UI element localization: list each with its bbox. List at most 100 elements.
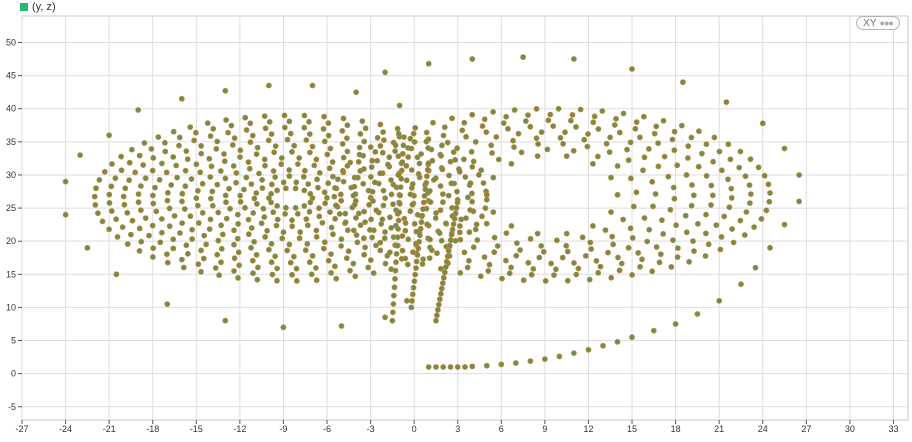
data-point <box>702 253 709 259</box>
data-point <box>411 278 418 285</box>
data-point <box>730 239 737 246</box>
data-point <box>682 212 689 219</box>
data-point <box>523 118 529 124</box>
data-point <box>514 240 520 246</box>
data-point <box>796 198 802 205</box>
data-point <box>370 198 376 204</box>
data-point <box>671 128 678 135</box>
data-point <box>222 175 229 182</box>
data-point <box>560 140 566 147</box>
data-point <box>382 229 388 235</box>
data-point <box>395 225 401 232</box>
data-point <box>382 314 388 321</box>
data-point <box>136 225 143 232</box>
data-point <box>579 234 586 241</box>
data-point <box>448 231 455 238</box>
data-point <box>234 211 241 218</box>
data-point <box>437 183 444 189</box>
data-point <box>528 271 535 278</box>
data-point <box>289 271 295 278</box>
data-point <box>149 192 156 199</box>
data-point <box>716 297 723 304</box>
data-point <box>503 230 510 236</box>
data-point <box>135 199 142 206</box>
data-point <box>251 195 258 202</box>
data-point <box>386 154 393 161</box>
data-point <box>250 210 257 216</box>
data-point <box>216 272 222 279</box>
data-point <box>439 191 446 197</box>
data-point <box>199 180 206 187</box>
data-point <box>361 208 367 215</box>
data-point <box>388 177 394 183</box>
data-point <box>326 165 333 172</box>
data-point <box>469 363 476 370</box>
data-point <box>718 233 725 240</box>
data-point <box>470 208 477 215</box>
data-point <box>237 198 244 205</box>
data-point <box>321 113 327 120</box>
data-point <box>237 154 243 160</box>
data-point <box>338 323 345 329</box>
data-point <box>367 173 374 180</box>
data-point <box>279 235 286 242</box>
x-tick-label: 3 <box>455 424 460 434</box>
data-point <box>178 95 185 102</box>
data-point <box>761 172 768 179</box>
data-point <box>353 214 359 221</box>
data-point <box>439 199 446 206</box>
data-point <box>674 254 681 260</box>
data-point <box>222 87 229 94</box>
data-point <box>413 265 419 271</box>
data-point <box>571 350 577 356</box>
data-point <box>284 136 291 143</box>
data-point <box>530 265 537 272</box>
data-point <box>394 234 401 241</box>
data-point <box>332 184 338 191</box>
data-point <box>610 241 616 248</box>
data-point <box>112 175 119 182</box>
data-point <box>570 147 577 154</box>
data-point <box>595 269 602 276</box>
data-point <box>767 244 773 251</box>
data-point <box>563 153 570 159</box>
data-point <box>650 203 656 210</box>
data-point <box>302 247 309 254</box>
data-point <box>207 133 214 139</box>
data-point <box>721 213 728 220</box>
data-point <box>641 215 648 221</box>
data-point <box>291 142 298 149</box>
data-point <box>262 125 269 132</box>
data-point <box>502 257 509 264</box>
x-tick-label: 30 <box>845 424 855 434</box>
data-point <box>709 192 716 199</box>
data-point <box>149 254 156 260</box>
data-point <box>517 247 523 253</box>
data-point <box>408 145 415 152</box>
x-tick-label: -27 <box>15 424 28 434</box>
xy-mode-button[interactable]: XY ●●● <box>856 16 900 30</box>
data-point <box>161 139 168 146</box>
data-point <box>272 143 279 149</box>
data-point <box>436 296 443 303</box>
data-point <box>339 167 346 174</box>
data-point <box>389 309 396 316</box>
data-point <box>652 191 659 197</box>
data-point <box>461 249 468 256</box>
data-point <box>247 139 254 146</box>
data-point <box>404 261 411 268</box>
data-point <box>193 195 200 202</box>
data-point <box>294 210 301 217</box>
data-point <box>170 236 177 243</box>
data-point <box>595 126 602 132</box>
data-point <box>396 209 403 216</box>
data-point <box>307 199 314 206</box>
data-point <box>360 166 367 172</box>
data-point <box>118 167 125 174</box>
data-point <box>377 121 384 128</box>
data-point <box>591 113 598 120</box>
data-point <box>237 147 244 154</box>
data-point <box>259 176 265 183</box>
data-point <box>489 150 495 156</box>
data-point <box>129 217 136 224</box>
